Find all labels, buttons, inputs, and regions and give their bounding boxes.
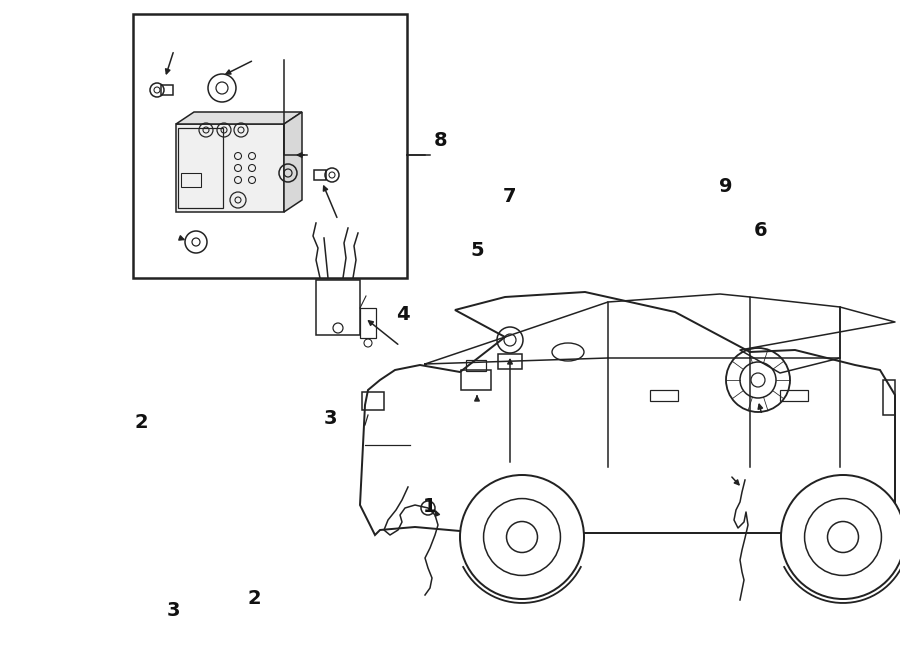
Bar: [314, 170, 326, 180]
Bar: [883, 380, 895, 415]
Circle shape: [781, 475, 900, 599]
Bar: [498, 354, 522, 369]
Text: 2: 2: [248, 590, 261, 609]
Polygon shape: [284, 112, 302, 212]
Bar: [181, 173, 201, 187]
Bar: [133, 14, 407, 278]
Circle shape: [460, 475, 584, 599]
Bar: [176, 124, 284, 212]
Bar: [362, 392, 384, 410]
Text: 7: 7: [503, 186, 517, 206]
Bar: [780, 390, 808, 401]
Bar: [461, 370, 491, 390]
Bar: [316, 280, 360, 335]
Text: 9: 9: [719, 176, 733, 196]
Text: 6: 6: [754, 221, 768, 241]
Bar: [161, 85, 173, 95]
Polygon shape: [176, 112, 302, 124]
Bar: [466, 360, 486, 371]
Text: 5: 5: [470, 241, 484, 260]
Bar: [360, 308, 376, 338]
Text: 4: 4: [396, 305, 410, 325]
Bar: [178, 128, 223, 208]
Text: 3: 3: [166, 602, 180, 621]
Text: 8: 8: [434, 132, 448, 151]
Text: 2: 2: [134, 414, 148, 432]
Bar: [650, 390, 678, 401]
Text: 3: 3: [323, 410, 337, 428]
Text: 1: 1: [423, 496, 436, 516]
